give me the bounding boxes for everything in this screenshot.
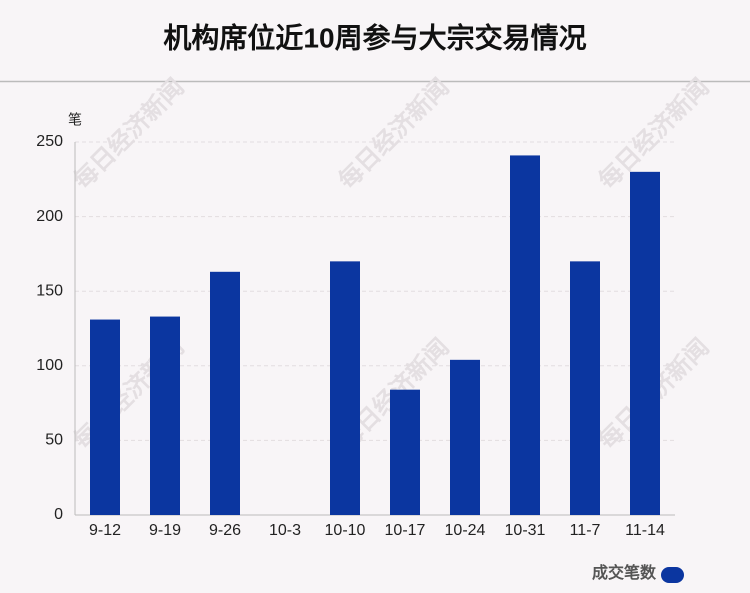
bar [330,261,360,515]
chart-title: 机构席位近10周参与大宗交易情况 [163,21,586,53]
y-tick-label: 100 [36,357,63,374]
x-tick-label: 10-24 [445,522,486,539]
bar [90,319,120,515]
legend-swatch [661,567,684,583]
x-tick-label: 9-19 [149,522,181,539]
x-tick-label: 10-17 [385,522,426,539]
x-tick-label: 9-26 [209,522,241,539]
bar [150,316,180,515]
y-tick-label: 50 [45,432,63,449]
bar [450,359,480,515]
legend-label: 成交笔数 [592,563,657,582]
y-tick-label: 150 [36,282,63,299]
bar [630,171,660,515]
x-tick-label: 10-3 [269,522,301,539]
x-tick-label: 9-12 [89,522,121,539]
plot: 0 50 100 150 200 250 9-12 9-19 9-26 10-3 10-10 10-1… [36,133,675,539]
y-tick-label: 200 [36,208,63,225]
bar [510,155,540,516]
x-tick-label: 11-14 [625,522,665,539]
bar [570,261,600,515]
y-axis-label: 笔 [68,112,82,128]
x-tick-label: 10-31 [505,522,546,539]
y-tick-label: 250 [36,133,63,150]
y-tick-label: 0 [54,506,63,523]
x-tick-label: 10-10 [325,522,366,539]
bar [210,271,240,515]
bar [390,389,420,515]
x-tick-label: 11-7 [570,522,601,539]
